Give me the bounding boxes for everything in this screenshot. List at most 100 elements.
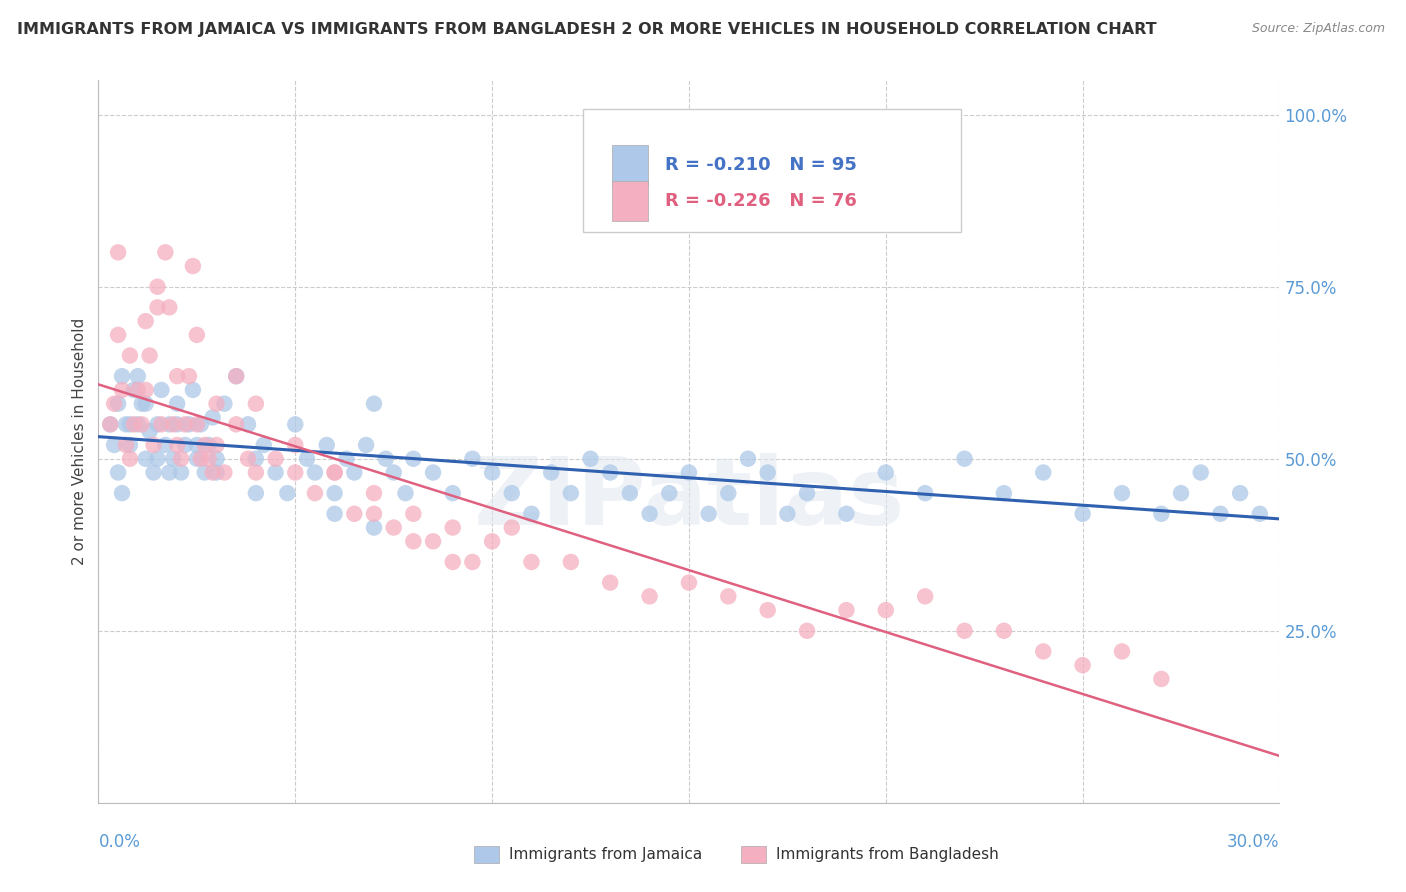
Point xyxy=(135,451,157,466)
Point xyxy=(245,397,267,411)
Point xyxy=(323,466,346,480)
Point xyxy=(157,301,180,315)
Text: R = -0.226   N = 76: R = -0.226 N = 76 xyxy=(665,193,858,211)
Point xyxy=(658,486,681,500)
Point xyxy=(135,383,157,397)
Point xyxy=(422,466,444,480)
Point xyxy=(131,417,153,432)
Point xyxy=(354,438,377,452)
Point xyxy=(111,486,134,500)
Point xyxy=(236,451,259,466)
Point xyxy=(374,451,396,466)
Point xyxy=(335,451,357,466)
Point xyxy=(201,466,224,480)
Point xyxy=(157,466,180,480)
Point xyxy=(166,417,188,432)
Point xyxy=(107,327,129,342)
Point xyxy=(276,486,298,500)
Point xyxy=(501,520,523,534)
Point xyxy=(245,486,267,500)
Point xyxy=(382,520,405,534)
Point xyxy=(111,369,134,384)
Point xyxy=(162,417,184,432)
Point xyxy=(190,451,212,466)
Point xyxy=(138,424,160,438)
Point xyxy=(323,466,346,480)
Point xyxy=(461,451,484,466)
Point xyxy=(150,417,173,432)
Point xyxy=(103,397,125,411)
Point xyxy=(678,466,700,480)
Point xyxy=(560,555,582,569)
Bar xyxy=(612,181,648,221)
Point xyxy=(253,438,276,452)
Point xyxy=(166,369,188,384)
Point xyxy=(284,466,307,480)
Point xyxy=(225,417,247,432)
Point xyxy=(638,590,661,604)
Point xyxy=(107,466,129,480)
Point xyxy=(737,451,759,466)
Point xyxy=(678,575,700,590)
Point xyxy=(1071,507,1094,521)
Point xyxy=(875,466,897,480)
Point xyxy=(363,520,385,534)
Point xyxy=(441,520,464,534)
Point xyxy=(264,466,287,480)
Text: ZIPatlas: ZIPatlas xyxy=(474,453,904,545)
Point xyxy=(520,507,543,521)
Y-axis label: 2 or more Vehicles in Household: 2 or more Vehicles in Household xyxy=(72,318,87,566)
Point xyxy=(776,507,799,521)
Point xyxy=(118,349,141,363)
Point xyxy=(1111,486,1133,500)
Point xyxy=(122,417,145,432)
Point xyxy=(166,397,188,411)
Point xyxy=(214,466,236,480)
Point xyxy=(115,417,138,432)
Point xyxy=(579,451,602,466)
Point xyxy=(1229,486,1251,500)
Text: IMMIGRANTS FROM JAMAICA VS IMMIGRANTS FROM BANGLADESH 2 OR MORE VEHICLES IN HOUS: IMMIGRANTS FROM JAMAICA VS IMMIGRANTS FR… xyxy=(17,22,1157,37)
Point xyxy=(245,466,267,480)
Bar xyxy=(474,846,499,863)
Point xyxy=(284,417,307,432)
Point xyxy=(993,624,1015,638)
Point xyxy=(186,327,208,342)
Point xyxy=(363,507,385,521)
Point xyxy=(304,466,326,480)
Point xyxy=(122,383,145,397)
Point xyxy=(394,486,416,500)
Text: Source: ZipAtlas.com: Source: ZipAtlas.com xyxy=(1251,22,1385,36)
Point xyxy=(111,383,134,397)
Point xyxy=(953,624,976,638)
Bar xyxy=(741,846,766,863)
Point xyxy=(174,438,197,452)
Point xyxy=(501,486,523,500)
Point xyxy=(1170,486,1192,500)
Point xyxy=(177,369,200,384)
Point xyxy=(835,603,858,617)
Point xyxy=(1209,507,1232,521)
Point xyxy=(1071,658,1094,673)
Point xyxy=(103,438,125,452)
Point xyxy=(245,451,267,466)
Point xyxy=(150,383,173,397)
Point xyxy=(118,451,141,466)
Point xyxy=(174,417,197,432)
Point xyxy=(98,417,121,432)
Point xyxy=(135,397,157,411)
Point xyxy=(127,417,149,432)
Point xyxy=(186,451,208,466)
Point xyxy=(315,438,337,452)
Point xyxy=(599,575,621,590)
Point xyxy=(142,466,165,480)
Point xyxy=(190,417,212,432)
Point xyxy=(560,486,582,500)
Point xyxy=(197,451,219,466)
Point xyxy=(796,624,818,638)
Point xyxy=(599,466,621,480)
Point xyxy=(835,507,858,521)
Point xyxy=(264,451,287,466)
Point xyxy=(993,486,1015,500)
Text: Immigrants from Jamaica: Immigrants from Jamaica xyxy=(509,847,702,862)
